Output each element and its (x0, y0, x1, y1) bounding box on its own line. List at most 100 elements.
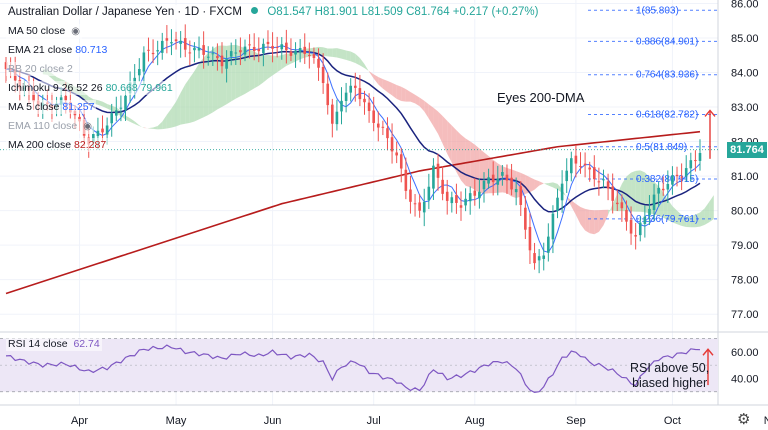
time-tick-label: Aug (465, 415, 485, 427)
rsi-tick-label: 40.00 (731, 373, 759, 385)
candle-body (372, 110, 375, 123)
candle-body (326, 83, 330, 106)
candle-body (257, 48, 261, 52)
cloud-segment (189, 71, 195, 123)
cloud-segment (148, 127, 154, 129)
annotation-eyes-200dma: Eyes 200-DMA (497, 90, 585, 105)
cloud-segment (543, 183, 549, 186)
annotation-rsi-line2: biased higher (632, 376, 708, 390)
candle-body (409, 189, 412, 202)
cloud-segment (644, 172, 650, 214)
cloud-segment (571, 200, 576, 216)
time-tick-label: Oct (664, 415, 681, 427)
candle-body (64, 95, 68, 101)
candle-body (303, 46, 307, 54)
candle-body (666, 183, 670, 190)
candle-body (620, 202, 624, 209)
candle-body (294, 50, 297, 55)
candle-body (321, 66, 325, 84)
candle-body (432, 165, 435, 189)
cloud-segment (318, 46, 324, 56)
candle-body (160, 40, 164, 53)
cloud-segment (461, 134, 466, 186)
fib-label: 0.618(82.782) (636, 110, 698, 121)
legend-row: MA 50 close ◉ (6, 24, 82, 39)
candle-body (252, 46, 256, 51)
cloud-segment (107, 104, 112, 111)
visibility-eye-icon[interactable]: ◉ (83, 121, 92, 132)
candle-body (280, 44, 284, 50)
ma200-line (5, 130, 701, 295)
cloud-segment (410, 91, 416, 104)
cloud-segment (438, 111, 443, 144)
candle-body (436, 163, 440, 178)
cloud-segment (470, 141, 475, 190)
visibility-eye-icon[interactable]: ◉ (71, 26, 80, 37)
cloud-segment (589, 209, 595, 235)
rsi-arrow-head (702, 348, 714, 356)
candle-body (565, 170, 569, 182)
candle-body (298, 47, 302, 52)
candle-body (556, 197, 559, 211)
price-tick-label: 85.00 (731, 33, 759, 45)
price-tick-label: 86.00 (731, 0, 759, 10)
legend-value: 80.713 (75, 44, 108, 56)
candle-body (680, 176, 683, 178)
candle-body (473, 190, 477, 196)
legend-row: BB 20 close 2 (6, 62, 75, 76)
candle-body (455, 195, 458, 203)
time-tick-label: Nov (764, 415, 768, 427)
legend-name: EMA 110 close (8, 120, 78, 132)
candle-body (441, 179, 444, 194)
candle-body (606, 181, 610, 189)
candle-body (376, 123, 380, 128)
candle-body (524, 207, 527, 230)
candle-body (611, 186, 614, 201)
candle-body (661, 188, 665, 191)
fib-label: 0.886(84.901) (636, 36, 698, 47)
candle-body (638, 222, 642, 236)
cloud-segment (359, 58, 365, 69)
candle-body (592, 167, 596, 180)
candle-body (115, 110, 118, 116)
cloud-segment (424, 100, 429, 119)
candle-body (335, 111, 339, 125)
fibonacci-levels: 1(85.803) 0.886(84.901) 0.764(83.936) 0.618… (588, 5, 718, 225)
candle-body (698, 152, 702, 161)
candle-body (491, 174, 495, 183)
cloud-segment (709, 195, 714, 223)
cloud-segment (143, 127, 149, 129)
legend-name: Ichimoku 9 26 52 26 (8, 82, 103, 94)
candle-body (450, 197, 454, 204)
candle-body (262, 43, 265, 54)
candle-body (344, 92, 348, 101)
candle-body (202, 45, 205, 55)
cloud-segment (548, 182, 553, 188)
candle-body (487, 177, 490, 184)
fib-label: 1(85.803) (636, 5, 679, 16)
legend-name: MA 50 close (8, 25, 66, 37)
market-status-icon (251, 7, 259, 14)
cloud-segment (419, 97, 425, 112)
candle-body (395, 152, 398, 156)
cloud-segment (603, 209, 609, 226)
candle-body (331, 104, 334, 124)
candle-body (239, 50, 242, 53)
cloud-segment (539, 181, 544, 186)
settings-gear-icon[interactable]: ⚙ (737, 411, 751, 428)
cloud-segment (497, 163, 503, 193)
cloud-segment (442, 116, 448, 154)
candle-body (694, 160, 697, 162)
candle-body (289, 51, 293, 56)
legend-value: 81.257 (62, 101, 95, 113)
candle-body (229, 51, 233, 57)
candle-body (413, 203, 417, 205)
candle-body (675, 174, 679, 177)
candle-body (643, 216, 647, 224)
rsi-tick-label: 60.00 (731, 347, 759, 359)
candle-body (464, 198, 467, 206)
candle-body (285, 42, 288, 51)
cloud-segment (346, 50, 351, 62)
candle-body (459, 205, 463, 208)
